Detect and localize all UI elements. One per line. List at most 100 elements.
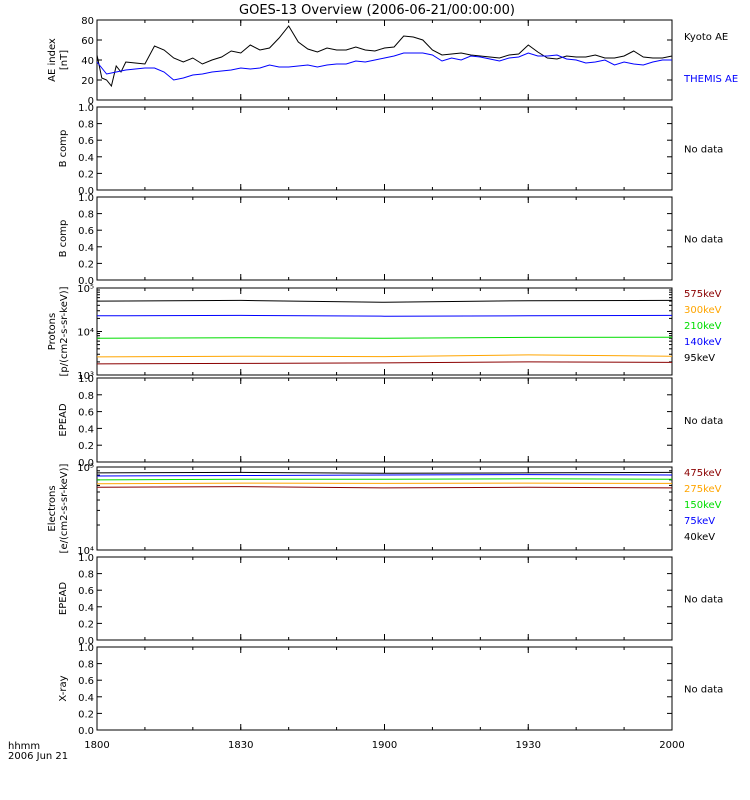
ytick-label: 0.0: [78, 458, 94, 469]
ytick-label: 0.0: [78, 276, 94, 287]
ytick-label: 0.6: [78, 408, 94, 419]
ytick-label: 0: [88, 96, 94, 107]
legend-entry: 575keV: [684, 289, 722, 300]
ytick-label: 0.6: [78, 676, 94, 687]
ytick-label: 0.8: [78, 660, 94, 671]
series-line: [96, 482, 673, 485]
series-line: [96, 474, 673, 477]
series-line: [96, 336, 673, 339]
panel-frame: [96, 556, 673, 641]
panel-xray: 0.0 0.2 0.4 0.6 0.8 1.0 X-ray No data: [58, 643, 723, 737]
ytick-label: 1.0: [78, 553, 94, 564]
panel-status: No data: [684, 595, 723, 606]
ylabel: AE index: [47, 38, 58, 82]
ytick-label: 0.8: [78, 120, 94, 131]
ytick-label: 0.2: [78, 709, 94, 720]
time-units-label: hhmm: [8, 741, 40, 752]
ytick-label: 0.6: [78, 226, 94, 237]
ytick-label: 0.8: [78, 210, 94, 221]
legend-entry: 210keV: [684, 321, 722, 332]
legend-entry: 475keV: [684, 468, 722, 479]
ylabel: B comp: [58, 220, 69, 258]
series-line: [96, 354, 673, 358]
ytick-label: 0.2: [78, 441, 94, 452]
panels: 0 20 40 60 80 AE index [nT] Kyoto AE THEMIS AE 0.…: [47, 16, 738, 751]
panel-bcomp2: 0.0 0.2 0.4 0.6 0.8 1.0 B comp No data: [58, 193, 723, 287]
series-line: [96, 471, 673, 474]
ytick-label: 10⁴: [77, 546, 94, 557]
ylabel: [p/(cm2-s-sr-keV)]: [59, 286, 70, 376]
ylabel: EPEAD: [58, 582, 69, 616]
ytick-label: 0.6: [78, 136, 94, 147]
ylabel: B comp: [58, 130, 69, 168]
legend-entry: 95keV: [684, 353, 715, 364]
ylabel: Protons: [47, 313, 58, 350]
ytick-label: 20: [81, 76, 94, 87]
ytick-label: 10³: [77, 371, 94, 382]
panel-frame: [96, 646, 673, 731]
xtick-label: 1900: [372, 740, 397, 751]
ytick-label: 0.6: [78, 586, 94, 597]
ytick-label: 0.0: [78, 186, 94, 197]
ytick-label: 0.8: [78, 570, 94, 581]
panel-status: No data: [684, 235, 723, 246]
panel-bcomp1: 0.0 0.2 0.4 0.6 0.8 1.0 B comp No data: [58, 103, 723, 197]
series-line: [96, 478, 673, 481]
panel-status: No data: [684, 145, 723, 156]
legend-entry: THEMIS AE: [683, 74, 738, 85]
ytick-label: 0.8: [78, 391, 94, 402]
ytick-label: 10⁴: [77, 328, 94, 339]
panel-ae: 0 20 40 60 80 AE index [nT] Kyoto AE THEMIS AE: [47, 16, 738, 107]
series-line: [96, 25, 673, 88]
ylabel: [e/(cm2-s-sr-keV)]: [59, 463, 70, 553]
panel-frame: [96, 106, 673, 191]
panel-epead2: 0.0 0.2 0.4 0.6 0.8 1.0 EPEAD No data: [58, 553, 723, 647]
ytick-label: 0.0: [78, 636, 94, 647]
legend-entry: Kyoto AE: [684, 32, 728, 43]
xtick-label: 1830: [228, 740, 253, 751]
ytick-label: 0.4: [78, 424, 94, 435]
ytick-label: 1.0: [78, 103, 94, 114]
ytick-label: 0.2: [78, 259, 94, 270]
xtick-label: 1800: [84, 740, 109, 751]
ytick-label: 0.4: [78, 243, 94, 254]
series-line: [96, 486, 673, 489]
ytick-label: 0.4: [78, 153, 94, 164]
panel-frame: [96, 19, 673, 101]
ytick-label: 10⁵: [77, 284, 94, 295]
legend-entry: 300keV: [684, 305, 722, 316]
panel-status: No data: [684, 416, 723, 427]
panel-status: No data: [684, 685, 723, 696]
legend-entry: 150keV: [684, 500, 722, 511]
ylabel: X-ray: [58, 675, 69, 701]
ytick-label: 1.0: [78, 643, 94, 654]
panel-epead1: 0.0 0.2 0.4 0.6 0.8 1.0 EPEAD No data: [58, 374, 723, 469]
panel-electrons: 10⁴ 10⁵ Electrons [e/(cm2-s-sr-keV)] 475keV 2…: [47, 463, 722, 557]
ytick-label: 0.2: [78, 619, 94, 630]
ytick-label: 1.0: [78, 374, 94, 385]
date-label: 2006 Jun 21: [8, 751, 68, 762]
ytick-label: 1.0: [78, 193, 94, 204]
series-line: [96, 52, 672, 81]
panel-protons: 10³ 10⁴ 10⁵ Protons [p/(cm2-s-sr-keV)] 575keV…: [47, 284, 722, 382]
ytick-label: 40: [81, 56, 94, 67]
xtick-label: 1930: [516, 740, 541, 751]
ytick-label: 80: [81, 16, 94, 27]
ylabel: EPEAD: [58, 403, 69, 437]
figure-title: GOES-13 Overview (2006-06-21/00:00:00): [239, 3, 515, 18]
series-line: [96, 361, 673, 365]
legend-entry: 75keV: [684, 516, 715, 527]
ytick-label: 60: [81, 36, 94, 47]
ytick-label: 0.4: [78, 693, 94, 704]
ytick-label: 0.2: [78, 169, 94, 180]
legend-entry: 40keV: [684, 532, 715, 543]
ytick-label: 0.4: [78, 603, 94, 614]
panel-frame: [96, 196, 673, 281]
panel-frame: [96, 377, 673, 463]
legend-entry: 275keV: [684, 484, 722, 495]
legend-entry: 140keV: [684, 337, 722, 348]
xtick-label: 2000: [659, 740, 684, 751]
ylabel: [nT]: [59, 50, 70, 70]
series-line: [96, 299, 673, 303]
